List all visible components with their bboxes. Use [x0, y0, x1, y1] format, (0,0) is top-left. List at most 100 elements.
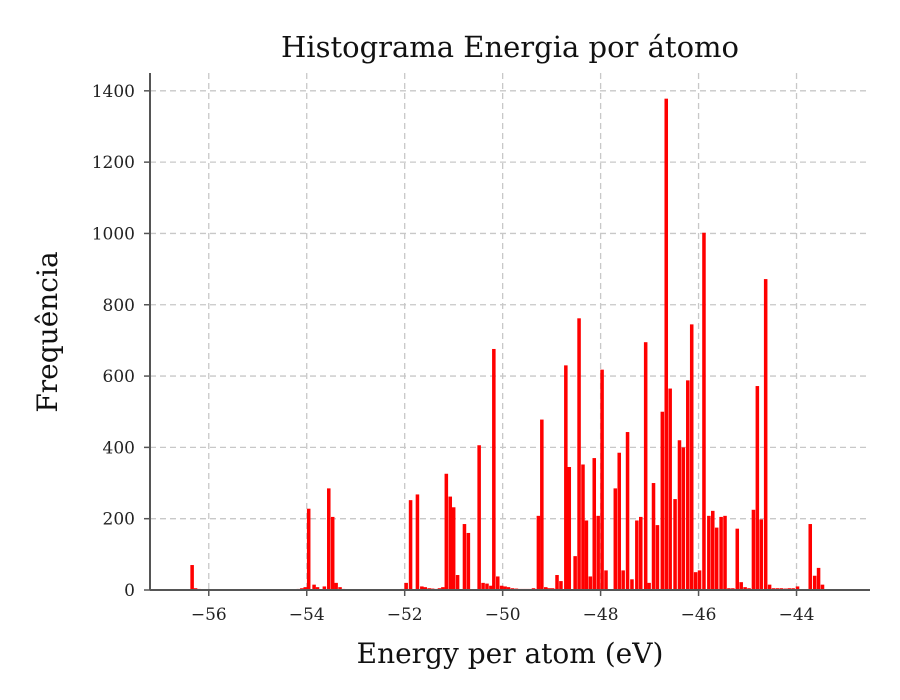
histogram-bar	[455, 575, 460, 590]
y-tick-label: 200	[103, 510, 135, 530]
histogram-bar	[621, 570, 625, 590]
histogram-bar	[492, 348, 496, 590]
histogram-bar	[495, 576, 500, 590]
histogram-bar	[604, 570, 608, 590]
histogram-bar	[651, 483, 656, 590]
histogram-bar	[673, 499, 677, 590]
grid	[150, 73, 870, 590]
histogram-bar	[477, 445, 481, 590]
histogram-bar	[322, 586, 327, 590]
histogram-bar	[327, 488, 331, 590]
histogram-bar	[536, 515, 541, 590]
y-tick-label: 1200	[92, 153, 135, 173]
y-tick-label: 800	[103, 296, 135, 316]
histogram-bar	[647, 582, 651, 590]
histogram-bar	[600, 369, 604, 590]
histogram-bar	[423, 587, 428, 590]
histogram-bar	[306, 508, 311, 590]
histogram-bar	[584, 520, 589, 590]
x-tick-label: −52	[387, 605, 423, 625]
histogram-bar	[312, 584, 316, 590]
x-tick-label: −50	[485, 605, 521, 625]
histogram-bar	[503, 586, 507, 590]
histogram-bar	[702, 232, 706, 591]
histogram-bar	[820, 584, 825, 590]
histogram-bar	[693, 572, 698, 590]
histogram-bar	[334, 582, 338, 590]
histogram-bar	[707, 515, 711, 590]
histogram-bar	[635, 520, 639, 590]
y-tick-label: 600	[103, 367, 135, 387]
histogram-bar	[448, 496, 453, 590]
histogram-bar	[315, 587, 320, 590]
histogram-bar	[499, 585, 504, 590]
x-tick-label: −48	[583, 605, 619, 625]
histogram-bar	[573, 556, 577, 590]
histogram-bar	[592, 458, 597, 590]
histogram-bar	[338, 587, 342, 590]
histogram-bar	[751, 509, 756, 590]
histogram-bar	[613, 488, 618, 590]
histogram-bar	[408, 500, 413, 590]
histogram-bar	[625, 432, 630, 590]
histogram-bar	[816, 567, 821, 590]
histogram-bar	[559, 581, 563, 590]
histogram-bar	[759, 519, 764, 590]
histogram-bar	[540, 419, 544, 590]
y-tick-label: 0	[124, 581, 135, 601]
y-axis-ticks: 0 200 400 600 800 1000 1200 1400	[92, 82, 150, 601]
histogram-bar	[812, 575, 817, 590]
histogram-bar	[555, 575, 559, 590]
histogram-bar	[451, 507, 456, 590]
histogram-bar	[664, 98, 669, 591]
y-tick-label: 1000	[92, 224, 135, 244]
histogram-bar	[719, 516, 723, 590]
histogram-bar	[689, 324, 694, 590]
histogram-bar	[697, 570, 702, 590]
histogram-bar	[330, 516, 335, 590]
histogram-bar	[681, 447, 686, 590]
histogram-bar	[564, 365, 568, 590]
histogram-bar	[462, 524, 467, 590]
histogram-bar	[596, 515, 600, 590]
histogram-bar	[655, 525, 660, 590]
chart-title: Histograma Energia por átomo	[281, 30, 739, 64]
histogram-bar	[723, 515, 727, 590]
histogram-bar	[567, 466, 572, 590]
histogram-bar	[588, 576, 593, 590]
histogram-bar	[617, 452, 621, 590]
histogram-bar	[481, 582, 485, 590]
histogram-bar	[444, 473, 449, 590]
histogram-bar	[714, 527, 719, 590]
histogram-bar	[581, 464, 585, 590]
histogram-bar	[420, 586, 424, 590]
histogram-bar	[711, 510, 715, 590]
histogram-bar	[303, 587, 308, 590]
histogram-bar	[543, 587, 548, 590]
histogram-bar	[415, 494, 420, 590]
y-tick-label: 1400	[92, 82, 135, 102]
histogram-bar	[763, 279, 768, 590]
histogram-bar	[577, 318, 581, 590]
histogram-bar	[808, 524, 813, 590]
histogram-bar	[630, 579, 634, 590]
histogram-bar	[489, 585, 493, 590]
x-tick-label: −54	[289, 605, 325, 625]
histogram-bar	[660, 411, 665, 590]
histogram-bars	[190, 98, 825, 591]
x-tick-label: −44	[779, 605, 815, 625]
histogram-bar	[441, 587, 445, 590]
histogram-bar	[190, 565, 194, 590]
histogram-bar	[404, 582, 408, 590]
histogram-bar	[466, 532, 471, 590]
x-tick-label: −46	[681, 605, 717, 625]
histogram-bar	[767, 584, 772, 590]
histogram-bar	[755, 386, 760, 590]
histogram-bar	[485, 583, 489, 590]
histogram-bar	[643, 342, 648, 590]
histogram-bar	[639, 516, 643, 590]
x-axis-ticks: −56 −54 −52 −50 −48 −46 −44	[191, 590, 815, 625]
histogram-bar	[735, 528, 740, 590]
x-tick-label: −56	[191, 605, 227, 625]
